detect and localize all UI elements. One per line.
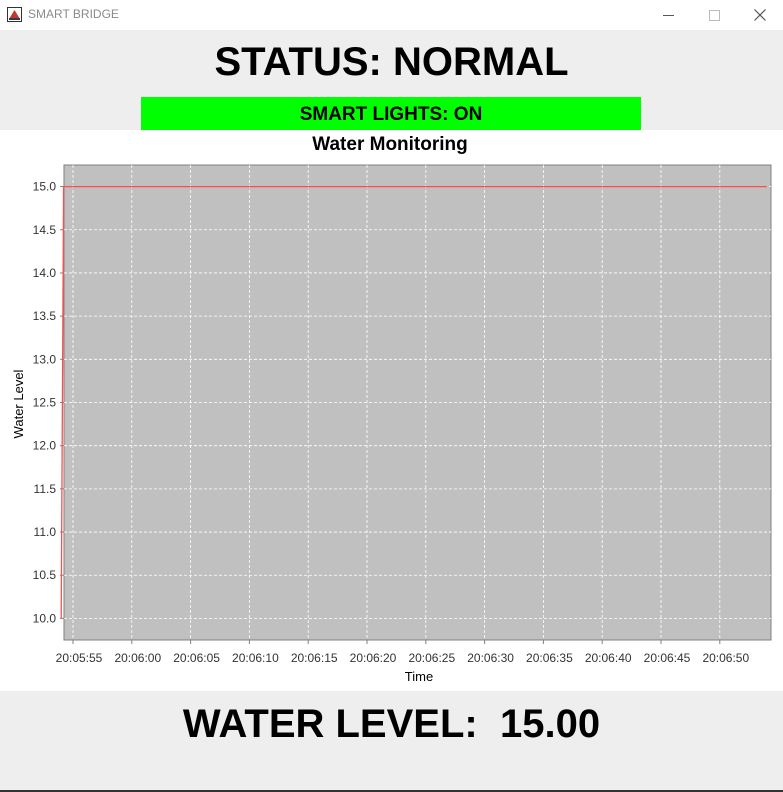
y-tick-label: 14.5 <box>33 223 57 237</box>
y-axis-label: Water Level <box>11 369 26 438</box>
x-tick-label: 20:06:25 <box>408 651 455 665</box>
x-tick-label: 20:06:30 <box>467 651 514 665</box>
x-tick-label: 20:06:20 <box>350 651 397 665</box>
y-tick-label: 15.0 <box>33 180 57 194</box>
maximize-icon <box>708 9 720 21</box>
title-bar: SMART BRIDGE <box>0 0 783 30</box>
y-tick-label: 11.5 <box>34 482 57 496</box>
x-axis-label: Time <box>405 669 433 684</box>
x-tick-label: 20:06:00 <box>114 651 161 665</box>
x-tick-label: 20:06:10 <box>232 651 279 665</box>
status-label: STATUS: NORMAL <box>214 40 569 84</box>
x-tick-label: 20:06:45 <box>644 651 691 665</box>
water-level-readout: WATER LEVEL: 15.00 <box>0 698 783 750</box>
maximize-button[interactable] <box>691 0 737 30</box>
y-tick-label: 13.0 <box>33 352 57 366</box>
close-icon <box>754 9 766 21</box>
plot-area <box>63 164 772 641</box>
x-tick-label: 20:06:40 <box>585 651 632 665</box>
minimize-button[interactable] <box>645 0 691 30</box>
water-level-label: WATER LEVEL: <box>182 702 478 746</box>
chart-panel: Water Monitoring 15.0 14.5 14.0 13.5 13.0 12.… <box>0 130 783 691</box>
y-tick-label: 12.0 <box>33 439 57 453</box>
water-monitoring-chart: Water Monitoring 15.0 14.5 14.0 13.5 13.0 12.… <box>11 134 772 684</box>
y-tick-label: 11.0 <box>34 525 57 539</box>
y-tick-label: 10.0 <box>33 611 57 625</box>
x-tick-label: 20:06:35 <box>526 651 573 665</box>
bottom-border <box>0 790 783 792</box>
x-tick-label: 20:06:15 <box>291 651 338 665</box>
y-tick-label: 14.0 <box>33 266 57 280</box>
y-tick-label: 13.5 <box>33 309 57 323</box>
window-title: SMART BRIDGE <box>28 7 119 21</box>
close-button[interactable] <box>737 0 783 30</box>
y-tick-label: 12.5 <box>33 396 57 410</box>
app-icon <box>7 7 22 22</box>
minimize-icon <box>662 14 674 16</box>
x-tick-label: 20:06:50 <box>702 651 749 665</box>
x-tick-label: 20:05:55 <box>56 651 103 665</box>
chart-title: Water Monitoring <box>312 134 468 155</box>
x-tick-label: 20:06:05 <box>173 651 220 665</box>
water-level-series-line <box>60 185 767 619</box>
smart-lights-banner: SMART LIGHTS: ON <box>141 97 641 130</box>
y-tick-label: 10.5 <box>33 568 57 582</box>
water-level-value: 15.00 <box>499 702 601 746</box>
